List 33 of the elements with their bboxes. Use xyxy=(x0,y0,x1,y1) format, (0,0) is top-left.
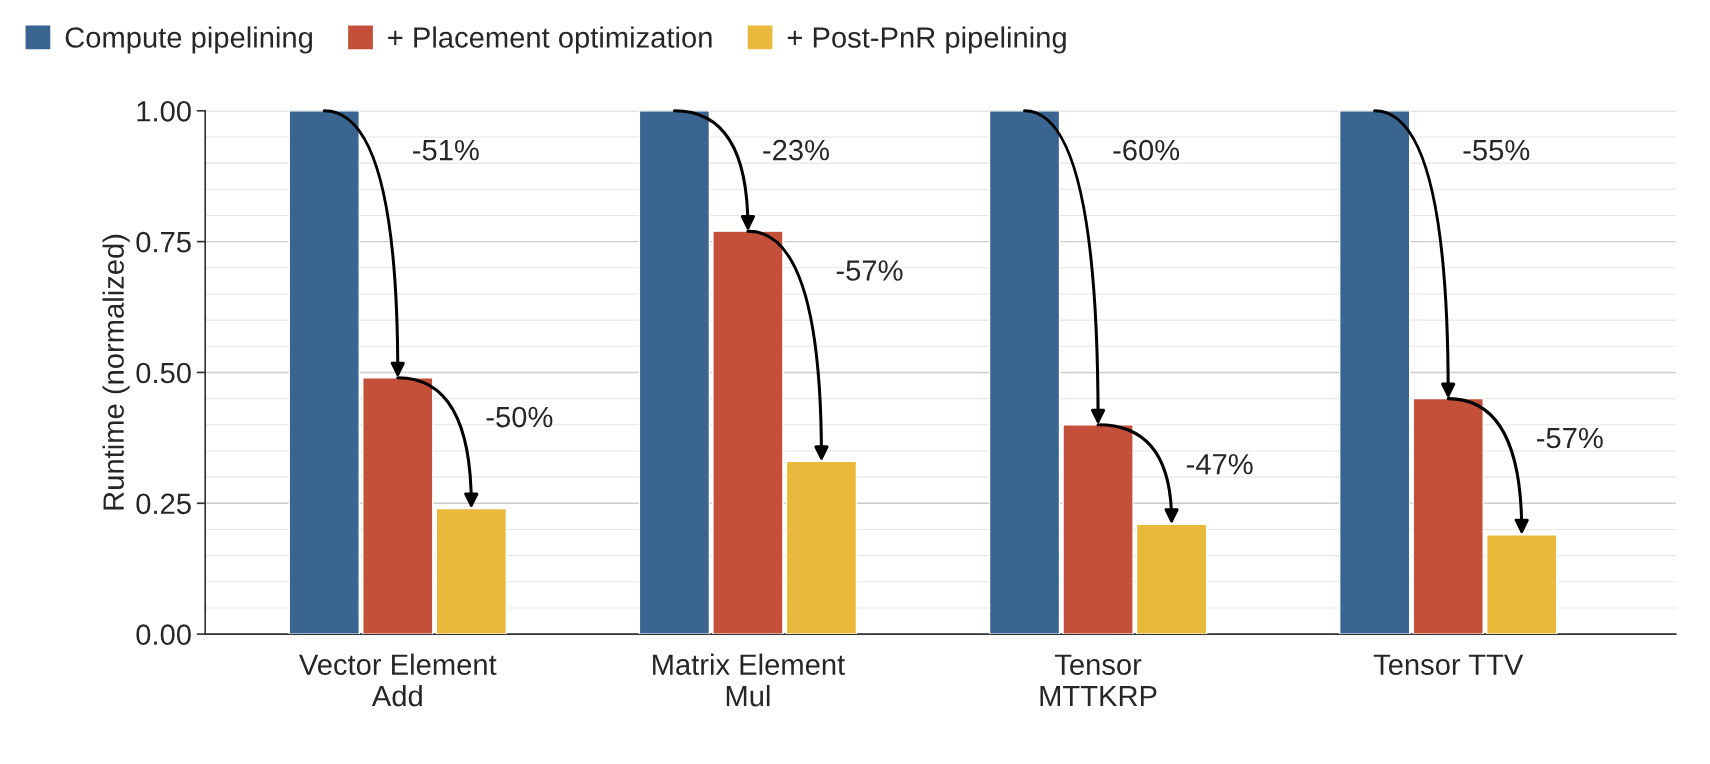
x-tick-label: Matrix Element Mul xyxy=(653,653,845,707)
bar xyxy=(1338,110,1411,635)
bar xyxy=(1062,424,1134,635)
annotation: -60% xyxy=(1113,139,1180,161)
y-tick-label: 0.75 xyxy=(136,231,191,253)
annotation: -47% xyxy=(1186,453,1253,475)
legend-label: Compute pipelining xyxy=(65,26,312,54)
bar xyxy=(988,110,1061,635)
bar xyxy=(638,110,711,635)
annotation: -23% xyxy=(763,139,829,161)
y-axis-title: Runtime (normalized) xyxy=(102,234,130,510)
annotation: -51% xyxy=(413,139,479,161)
bar xyxy=(785,460,858,635)
annotation: -57% xyxy=(836,260,903,281)
bar xyxy=(1135,523,1208,635)
x-tick-label: Tensor TTV xyxy=(1373,654,1524,675)
x-tick-label: Vector Element Add xyxy=(299,653,497,707)
y-tick-label: 0.50 xyxy=(136,362,191,384)
annotation: -55% xyxy=(1463,139,1530,161)
y-tick-label: 0.00 xyxy=(136,624,191,645)
legend-label: + Post-PnR pipelining xyxy=(787,26,1066,54)
bar xyxy=(1412,397,1484,635)
bar xyxy=(288,110,360,635)
annotation: -57% xyxy=(1537,427,1603,449)
bar xyxy=(362,376,434,635)
x-tick-label: Tensor MTTKRP xyxy=(1040,654,1157,707)
y-tick-label: 0.25 xyxy=(136,493,191,515)
legend-label: + Placement optimization xyxy=(388,26,712,54)
bar xyxy=(1486,533,1558,635)
annotation: -50% xyxy=(486,406,553,428)
bar xyxy=(712,230,784,635)
bar xyxy=(435,507,508,635)
y-tick-label: 1.00 xyxy=(137,100,191,122)
